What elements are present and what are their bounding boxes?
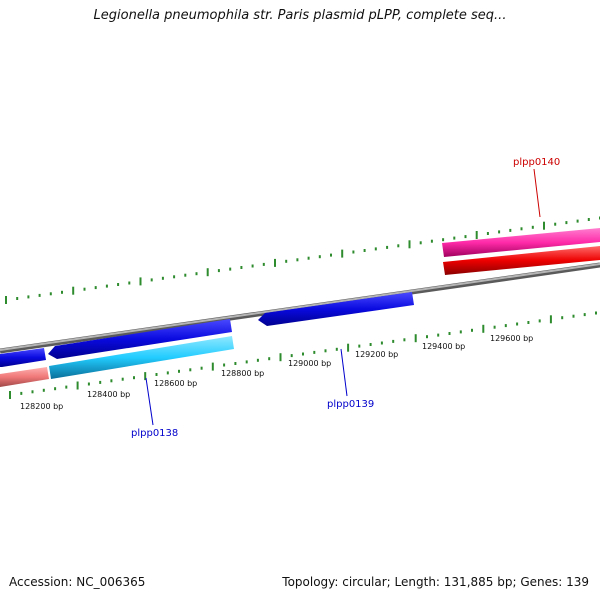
scale-label: 128600 bp [154,379,197,388]
feature-pink-plpp0140[interactable] [442,228,600,257]
gene-arrow-plpp0139[interactable] [258,292,414,326]
scale-label: 129000 bp [288,359,331,368]
map-title: Legionella pneumophila str. Paris plasmi… [93,8,507,23]
feature-salmon-left[interactable] [0,367,49,387]
scale-label: 129400 bp [422,342,465,351]
accession-text: Accession: NC_006365 [9,575,146,589]
feature-red-plpp0140[interactable] [443,246,600,275]
gene-label-plpp0139[interactable]: plpp0139 [327,399,374,410]
gene-label-plpp0140[interactable]: plpp0140 [513,157,560,168]
lower-tick-track [9,311,597,399]
scale-label: 128800 bp [221,369,264,378]
scale-label: 129200 bp [355,350,398,359]
scale-labels: 128200 bp 128400 bp 128600 bp 128800 bp … [20,334,533,411]
plpp0138-leader [145,377,154,426]
topology-summary: Topology: circular; Length: 131,885 bp; … [282,575,589,589]
scale-label: 128200 bp [20,402,63,411]
feature-cyan-plpp0138[interactable] [49,336,234,379]
gene-arrow-blue-left[interactable] [0,348,46,367]
gene-label-plpp0138[interactable]: plpp0138 [131,428,178,439]
plpp0140-leader [533,168,541,218]
scale-label: 128400 bp [87,390,130,399]
scale-label: 129600 bp [490,334,533,343]
plpp0139-leader [340,348,348,397]
gene-arrow-plpp0138-upper[interactable] [48,319,232,359]
upper-tick-track [5,216,600,304]
